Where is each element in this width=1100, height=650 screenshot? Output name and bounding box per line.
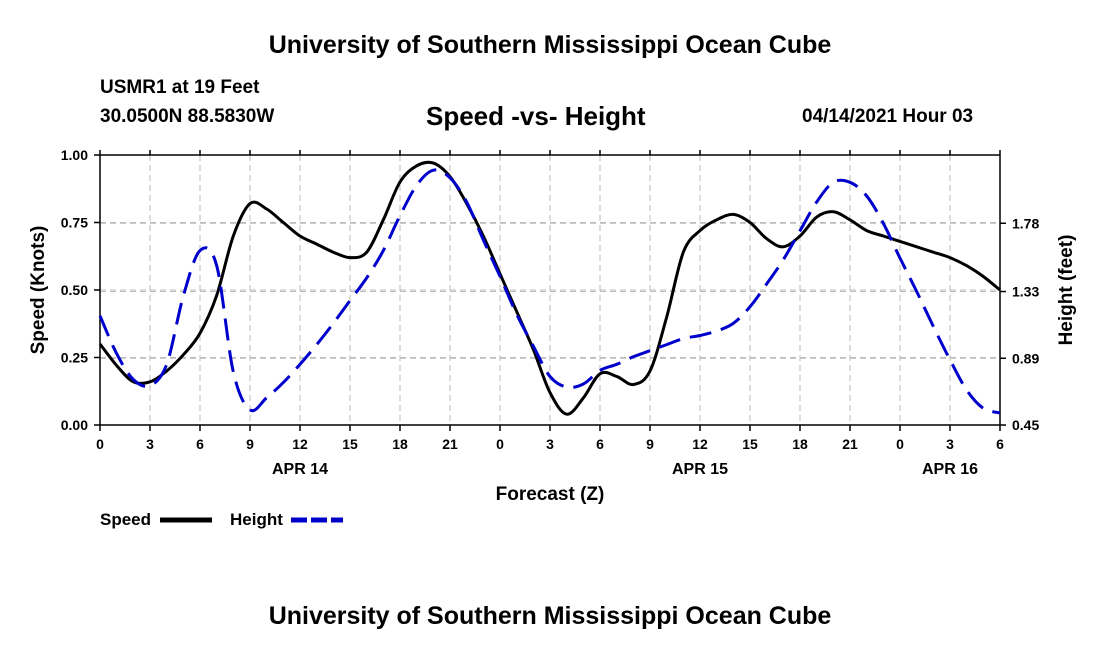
y2-tick-label: 0.45 [1012, 417, 1039, 433]
y-tick-label: 0.50 [61, 282, 88, 298]
y2-tick-label: 0.89 [1012, 350, 1039, 366]
x-tick-label: 15 [742, 436, 758, 452]
top-title: University of Southern Mississippi Ocean… [268, 31, 832, 59]
x-tick-label: 3 [946, 436, 954, 452]
y2-axis-label: Height (feet) [1056, 235, 1077, 346]
legend-label-height: Height [230, 510, 283, 529]
y2-tick-label: 1.33 [1012, 284, 1039, 300]
date-label: APR 16 [922, 461, 978, 478]
station-label: USMR1 at 19 Feet [100, 77, 260, 98]
chart-title: Speed -vs- Height [426, 101, 646, 131]
y-tick-label: 0.00 [61, 417, 88, 433]
x-tick-label: 12 [692, 436, 708, 452]
x-tick-label: 0 [896, 436, 904, 452]
x-tick-label: 9 [646, 436, 654, 452]
x-tick-label: 0 [496, 436, 504, 452]
coordinates-label: 30.0500N 88.5830W [100, 106, 275, 127]
x-tick-label: 0 [96, 436, 104, 452]
timestamp-label: 04/14/2021 Hour 03 [802, 106, 974, 127]
x-tick-label: 3 [146, 436, 154, 452]
x-tick-label: 6 [996, 436, 1004, 452]
y-axis-label: Speed (Knots) [28, 226, 49, 355]
x-tick-label: 6 [596, 436, 604, 452]
y-tick-label: 1.00 [61, 147, 88, 163]
x-tick-label: 6 [196, 436, 204, 452]
series-line-speed [98, 160, 1001, 416]
date-label: APR 14 [272, 461, 328, 478]
x-tick-label: 18 [392, 436, 408, 452]
y2-tick-label: 1.78 [1012, 215, 1039, 231]
x-tick-label: 3 [546, 436, 554, 452]
x-tick-label: 21 [842, 436, 858, 452]
y-tick-label: 0.25 [61, 350, 88, 366]
x-tick-label: 9 [246, 436, 254, 452]
y-tick-label: 0.75 [61, 215, 88, 231]
x-tick-label: 18 [792, 436, 808, 452]
bottom-title: University of Southern Mississippi Ocean… [268, 602, 832, 630]
legend-label-speed: Speed [100, 510, 151, 529]
series-line-height [98, 168, 1001, 415]
x-tick-label: 15 [342, 436, 358, 452]
x-axis-label: Forecast (Z) [496, 484, 605, 505]
x-tick-label: 21 [442, 436, 458, 452]
x-tick-label: 12 [292, 436, 308, 452]
date-label: APR 15 [672, 461, 728, 478]
